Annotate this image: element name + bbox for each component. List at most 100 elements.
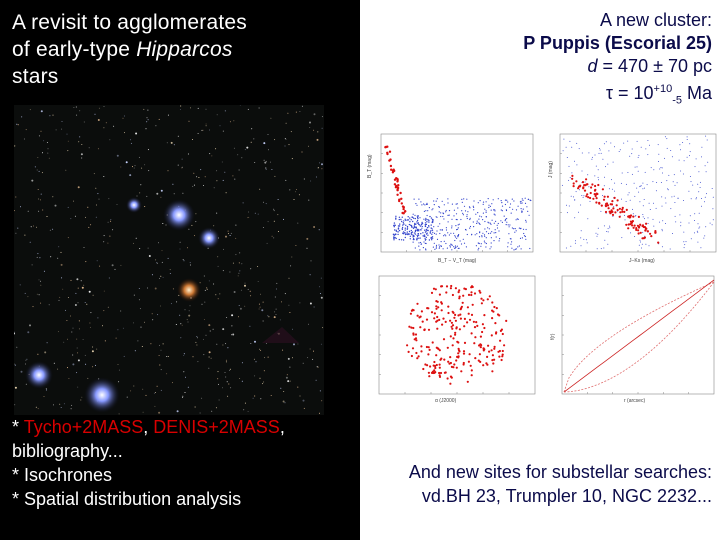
star (97, 119, 100, 121)
field-star-point (457, 224, 459, 226)
field-star-point (581, 152, 583, 154)
field-star-point (422, 232, 424, 234)
star (263, 159, 265, 161)
star (209, 129, 210, 131)
star (208, 280, 210, 282)
star (296, 189, 297, 190)
star (88, 226, 90, 228)
star (38, 135, 40, 137)
field-star-point (525, 228, 527, 231)
star (94, 113, 96, 115)
star (285, 179, 287, 181)
member-point (581, 181, 585, 184)
member-point (428, 348, 431, 351)
field-star-point (498, 240, 500, 242)
star (273, 208, 275, 210)
bullet-1-sep: , (143, 417, 154, 437)
member-point (412, 326, 415, 330)
member-point (438, 318, 441, 321)
star (37, 353, 39, 355)
field-star-point (673, 195, 675, 197)
field-star-point (690, 238, 692, 240)
cmd-ylabel: B_T (mag) (367, 154, 373, 178)
star (99, 265, 101, 267)
field-star-point (407, 216, 409, 218)
star (216, 114, 218, 116)
field-star-point (443, 204, 445, 206)
field-star-point (568, 179, 570, 181)
star (307, 357, 309, 359)
field-star-point (428, 207, 430, 209)
star (253, 358, 255, 360)
member-point (598, 202, 601, 205)
star (217, 298, 219, 300)
member-point (616, 208, 619, 212)
star (270, 117, 272, 119)
field-star-point (595, 232, 597, 234)
member-point (455, 359, 458, 362)
field-star-point (611, 188, 613, 190)
star (71, 331, 73, 333)
member-point (643, 236, 646, 239)
field-star-point (642, 182, 644, 184)
star (295, 245, 297, 246)
field-star-point (489, 222, 491, 224)
member-point (449, 356, 452, 359)
field-star-point (614, 146, 615, 148)
member-point (459, 317, 462, 320)
field-star-point (442, 215, 444, 218)
field-star-point (664, 157, 665, 159)
field-star-point (495, 220, 497, 222)
star (177, 135, 179, 137)
member-point (501, 355, 504, 358)
star (20, 206, 21, 208)
field-star-point (667, 189, 669, 191)
field-star-point (451, 203, 453, 205)
field-star-point (521, 237, 523, 239)
field-star-point (669, 248, 671, 250)
field-star-point (566, 157, 568, 158)
field-star-point (463, 242, 466, 244)
member-point (457, 341, 460, 344)
member-point (409, 312, 412, 315)
star (84, 302, 86, 303)
cluster-name: P Puppis (Escorial 25) (523, 33, 712, 53)
member-point (491, 301, 494, 304)
member-point (490, 334, 493, 337)
field-star-point (464, 210, 467, 212)
star (215, 294, 217, 296)
field-star-point (402, 231, 405, 233)
star (239, 270, 241, 272)
field-star-point (637, 156, 639, 158)
star (160, 189, 163, 192)
star (226, 381, 228, 383)
member-point (615, 204, 618, 207)
star (312, 358, 314, 360)
field-star-point (485, 210, 487, 212)
star (238, 305, 240, 306)
member-point (472, 320, 475, 323)
field-star-point (402, 222, 404, 224)
field-star-point (704, 196, 706, 198)
star (80, 280, 82, 282)
field-star-point (566, 204, 567, 206)
field-star-point (457, 235, 459, 237)
star (140, 184, 142, 186)
field-star-point (393, 237, 395, 239)
member-point (595, 201, 598, 204)
star (263, 381, 265, 383)
star (216, 212, 218, 214)
member-point (468, 318, 472, 321)
field-star-point (666, 138, 668, 140)
star (141, 167, 143, 169)
field-star-point (683, 241, 685, 243)
star (203, 319, 205, 320)
star (218, 399, 220, 401)
member-point (582, 186, 585, 189)
star (117, 329, 119, 331)
star (318, 229, 320, 231)
star (76, 278, 79, 281)
star (72, 363, 75, 366)
star (198, 177, 200, 178)
field-star-point (434, 248, 436, 250)
